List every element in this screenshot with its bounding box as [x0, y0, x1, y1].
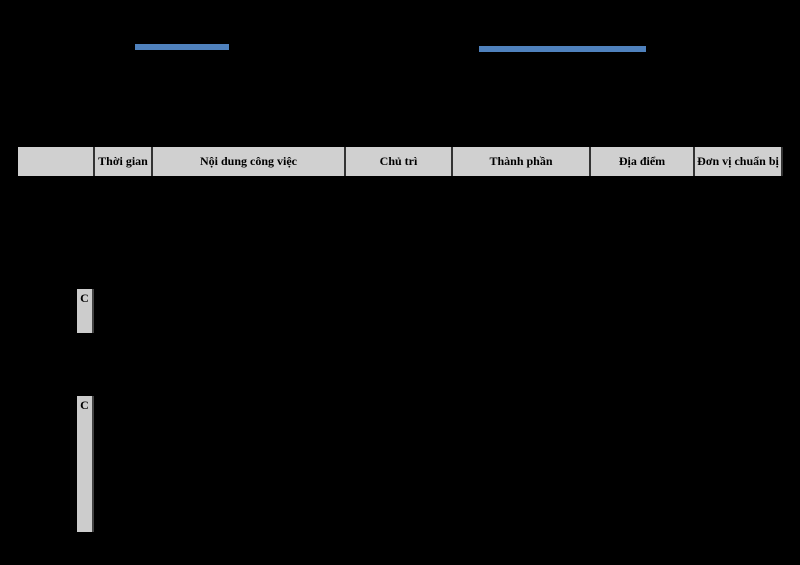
column-header-chair: Chủ trì: [346, 147, 453, 176]
header-bar-right: [479, 46, 646, 52]
column-header-blank: [18, 147, 95, 176]
column-header-preparing-unit: Đơn vị chuẩn bị: [695, 147, 783, 176]
column-header-location: Địa điểm: [591, 147, 695, 176]
column-header-participants: Thành phần: [453, 147, 591, 176]
column-header-time: Thời gian: [95, 147, 153, 176]
side-cell-1: C: [77, 289, 94, 333]
header-bar-left: [135, 44, 229, 50]
side-cell-2: C: [77, 396, 94, 532]
column-header-content: Nội dung công việc: [153, 147, 346, 176]
